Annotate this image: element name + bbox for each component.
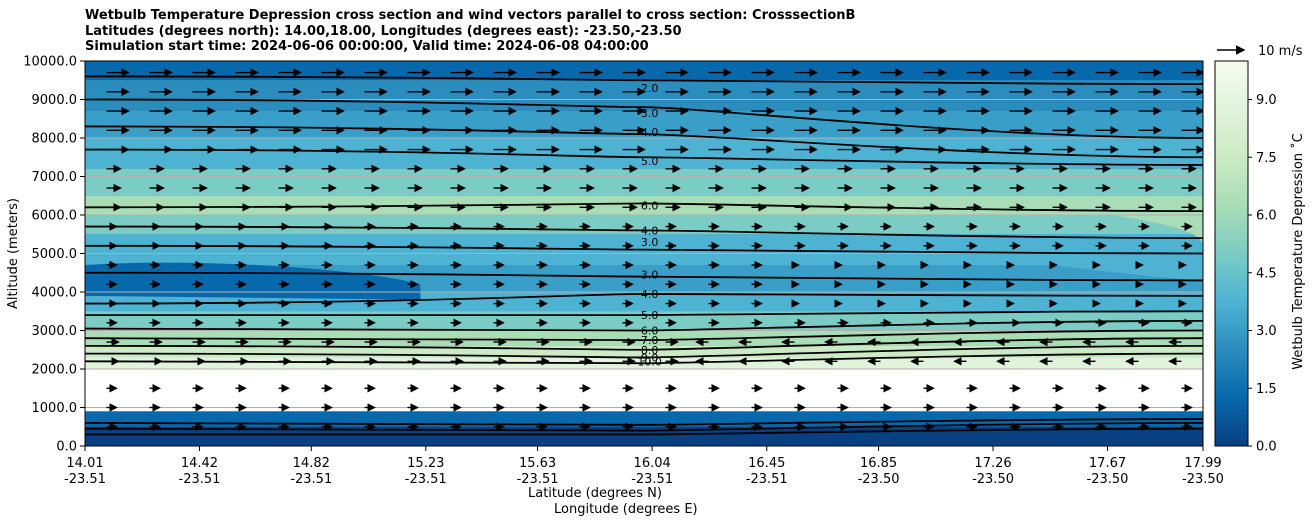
x-tick-label-lat: 17.26 [974,456,1011,471]
chart-title: Wetbulb Temperature Depression cross sec… [85,8,855,55]
quiver-key: 10 m/s [1217,44,1303,59]
x-tick-label-lat: 14.82 [293,456,330,471]
contour-band [85,195,1203,215]
contour-band [1113,207,1203,246]
y-tick-label: 9000.0 [32,93,78,108]
x-tick-label-lat: 14.01 [66,456,103,471]
contour-band [85,411,1203,427]
contour-line [85,337,1203,351]
x-tick-label-lon: -23.51 [64,472,106,487]
x-tick-label-lon: -23.51 [179,472,221,487]
y-tick-label: 0.0 [56,440,77,455]
contour-label: 9.0 [641,351,659,364]
wind-vectors [106,68,1203,431]
x-axis-label-latitude: Latitude (degrees N) [528,486,662,501]
contour-lines [85,75,1203,436]
x-tick-label-lat: 16.04 [634,456,671,471]
x-tick-label-lat: 14.42 [181,456,218,471]
contour-label: 5.0 [641,155,659,168]
contour-line [85,293,1203,305]
x-tick-label-lon: -23.50 [858,472,900,487]
x-tick-label-lat: 16.85 [860,456,897,471]
contour-line [85,352,1203,365]
title-line-2: Latitudes (degrees north): 14.00,18.00, … [85,23,682,39]
x-tick-label-lat: 17.99 [1184,456,1221,471]
filled-contour-bands [85,61,1203,446]
x-axis: 14.01-23.5114.42-23.5114.82-23.5115.23-2… [64,446,1224,487]
contour-line [85,244,1203,255]
y-tick-label: 2000.0 [32,363,78,378]
contour-line [85,319,1203,332]
contour-line [85,418,1203,426]
y-tick-label: 8000.0 [32,132,78,147]
y-tick-label: 3000.0 [32,324,78,339]
x-tick-label-lat: 17.67 [1089,456,1126,471]
contour-band [867,238,1203,281]
contour-line [85,422,1203,432]
x-tick-label-lat: 15.63 [519,456,556,471]
x-tick-label-lon: -23.50 [1182,472,1224,487]
colorbar-tick-label: 9.0 [1256,93,1277,108]
x-tick-label-lon: -23.50 [972,472,1014,487]
contour-label: 3.0 [641,269,659,282]
contour-band [85,311,1203,331]
contour-label: 2.0 [641,82,659,95]
contour-line [85,427,1203,436]
x-tick-label-lon: -23.51 [517,472,559,487]
colorbar-tick-label: 6.0 [1256,209,1277,224]
contour-band [85,215,1203,235]
y-tick-label: 7000.0 [32,170,78,185]
y-tick-label: 10000.0 [23,55,77,70]
x-tick-label-lat: 16.45 [748,456,785,471]
contour-line [85,225,1203,239]
contour-label: 4.0 [641,126,659,139]
x-tick-label-lon: -23.50 [1087,472,1129,487]
y-axis-label: Altitude (meters) [5,198,21,309]
y-tick-label: 1000.0 [32,401,78,416]
title-line-1: Wetbulb Temperature Depression cross sec… [85,8,856,23]
contour-label: 8.0 [641,344,659,357]
title-line-3: Simulation start time: 2024-06-06 00:00:… [85,39,649,54]
x-tick-label-lon: -23.51 [290,472,332,487]
colorbar-tick-label: 4.5 [1256,266,1277,281]
contour-label: 7.0 [641,334,659,347]
contour-line [85,271,1203,282]
y-axis: 0.0 1000.0 2000.0 3000.0 4000.0 5000.0 6000.0 7… [23,55,85,455]
contour-line [85,75,1203,85]
contour-line [85,148,1203,166]
contour-band [85,345,1203,358]
colorbar-label: Wetbulb Temperature Depression ˚C [1290,133,1306,370]
colorbar-tick-label: 1.5 [1256,382,1277,397]
y-tick-label: 5000.0 [32,247,78,262]
contour-band [85,168,1203,196]
contour-band [85,262,421,300]
colorbar-tick-label: 3.0 [1256,324,1277,339]
contour-label: 3.0 [641,107,659,120]
contour-band [85,369,1203,412]
contour-label: 6.0 [641,199,659,212]
contour-line [85,310,1203,317]
contour-line [85,345,1203,359]
colorbar-bar [1214,60,1249,447]
x-tick-label-lon: -23.51 [405,472,447,487]
colorbar-tick-label: 0.0 [1256,440,1277,455]
contour-label: 6.0 [641,325,659,338]
contour-label: 4.0 [641,224,659,237]
quiver-key-label: 10 m/s [1258,44,1303,59]
y-tick-label: 4000.0 [32,286,78,301]
x-tick-label-lon: -23.51 [631,472,673,487]
contour-line [85,329,1203,342]
contour-label: 5.0 [641,309,659,322]
contour-label: 10.0 [637,355,662,368]
colorbar-tick-label: 7.5 [1256,151,1277,166]
y-tick-label: 6000.0 [32,209,78,224]
x-tick-label-lon: -23.51 [746,472,788,487]
contour-label: 4.0 [641,288,659,301]
contour-labels: 2.03.04.05.06.04.03.03.04.05.06.07.08.09… [637,82,662,368]
x-tick-label-lat: 15.23 [407,456,444,471]
colorbar: 0.0 1.5 3.0 4.5 6.0 7.5 9.0 [1214,60,1277,455]
x-axis-label-longitude: Longitude (degrees E) [554,502,698,517]
contour-label: 3.0 [641,236,659,249]
